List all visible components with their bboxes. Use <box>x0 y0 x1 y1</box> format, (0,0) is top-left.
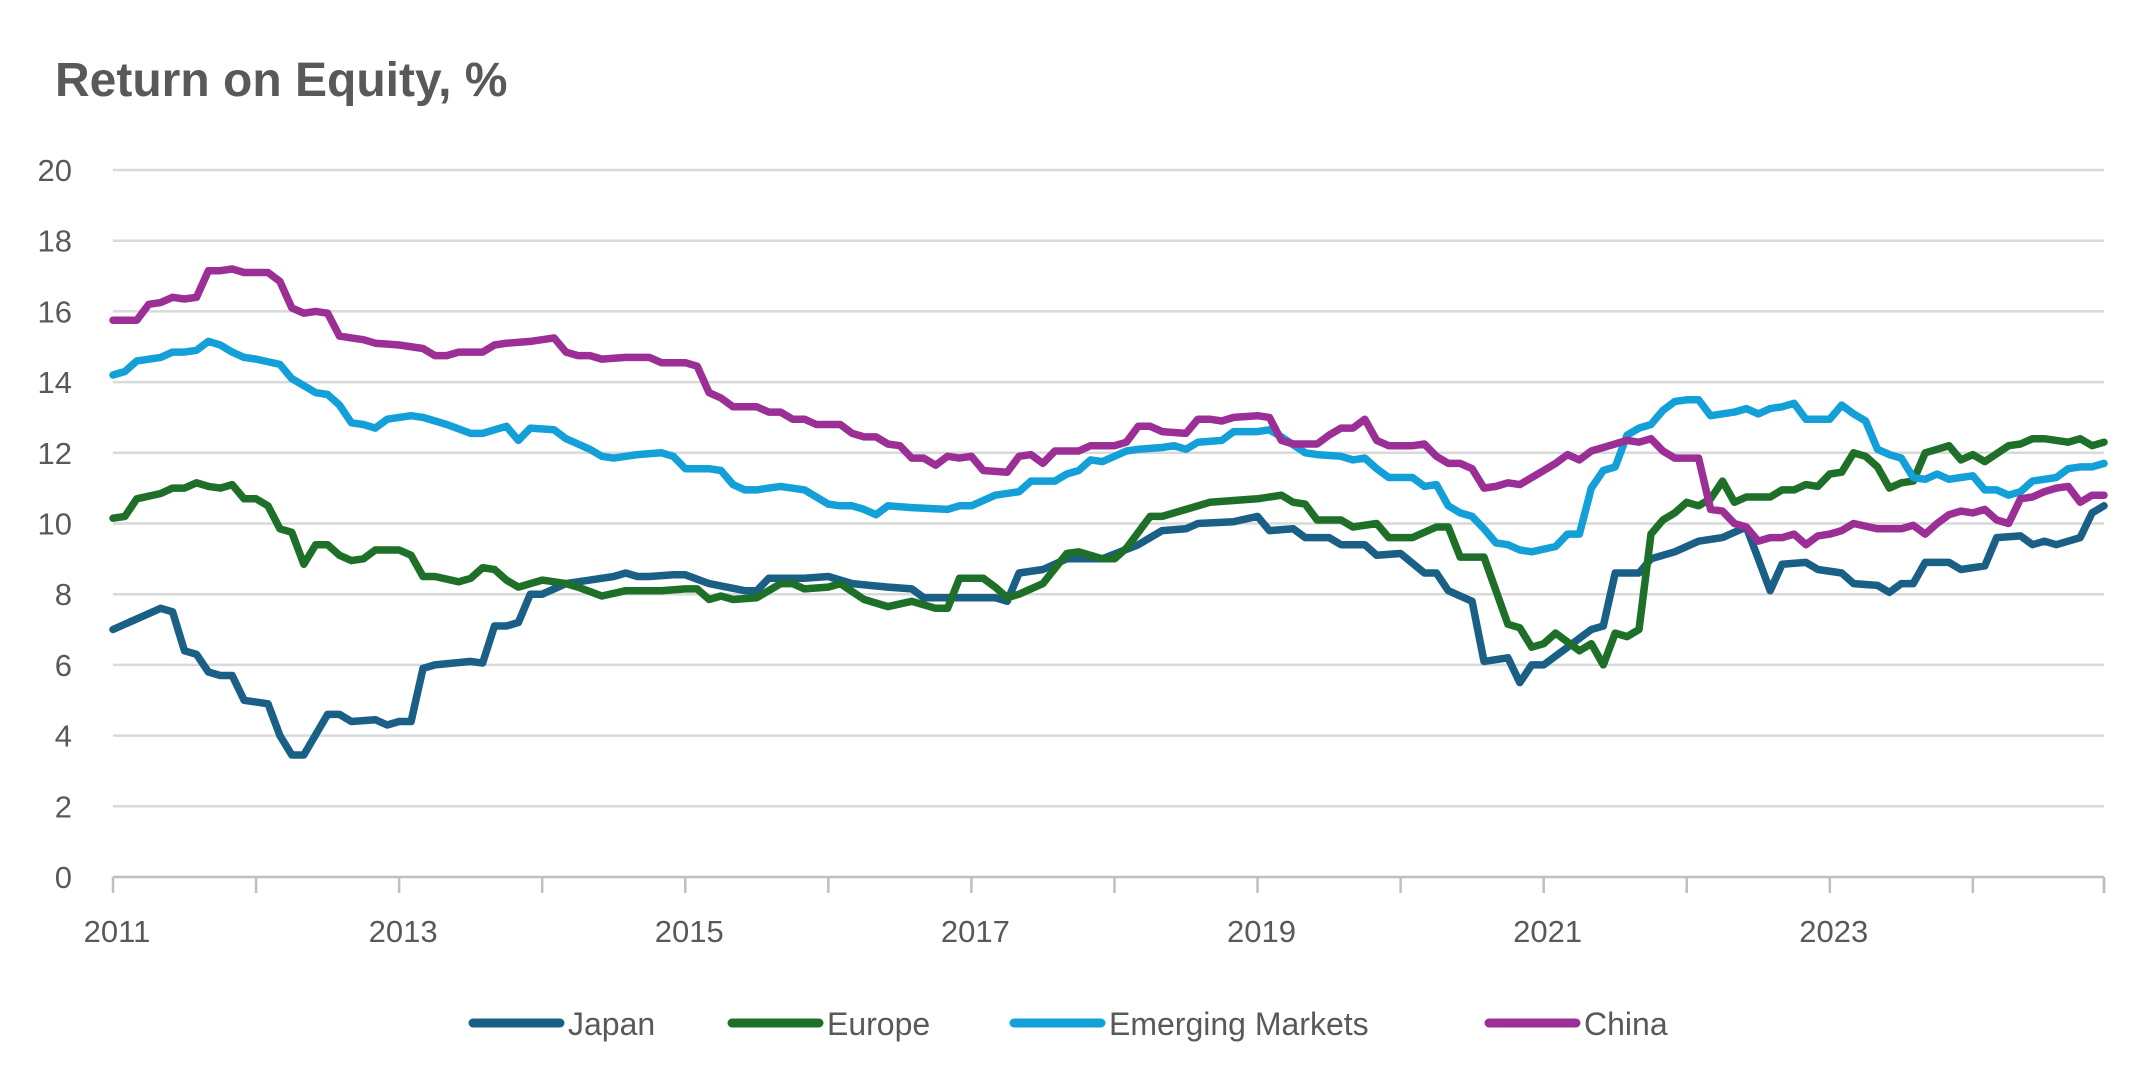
legend-label: Europe <box>827 1006 930 1042</box>
chart-title: Return on Equity, % <box>55 54 507 107</box>
series-line-china <box>109 265 2108 549</box>
legend-item-europe: Europe <box>727 1006 930 1042</box>
legend-item-china: China <box>1484 1006 1668 1042</box>
series-line-japan <box>109 502 2108 759</box>
y-tick-label: 18 <box>38 224 72 259</box>
x-tick-label: 2011 <box>84 914 151 949</box>
legend-item-emerging-markets: Emerging Markets <box>1009 1006 1369 1042</box>
x-tick-label: 2019 <box>1227 914 1296 949</box>
series-line-emerging-markets <box>109 337 2108 556</box>
x-tick-label: 2015 <box>655 914 724 949</box>
legend-label: Japan <box>568 1006 655 1042</box>
y-tick-label: 20 <box>38 153 72 188</box>
x-axis: 2011 2013 2015 2017 2019 2021 2023 <box>84 875 2106 949</box>
x-tick-label: 2017 <box>941 914 1010 949</box>
y-axis-tick-labels: 0 2 4 6 8 10 12 14 16 18 20 <box>38 153 72 895</box>
x-tick-label: 2013 <box>369 914 438 949</box>
y-tick-label: 6 <box>55 648 72 683</box>
y-tick-label: 0 <box>55 860 72 895</box>
legend-item-japan: Japan <box>468 1006 655 1042</box>
x-tick-label: 2021 <box>1513 914 1582 949</box>
legend: Japan Europe Emerging Markets China <box>468 1006 1668 1042</box>
series-lines <box>109 265 2108 759</box>
y-tick-label: 12 <box>38 436 72 471</box>
y-tick-label: 14 <box>38 365 72 400</box>
legend-label: China <box>1584 1006 1668 1042</box>
y-tick-label: 8 <box>55 577 72 612</box>
y-tick-label: 10 <box>38 507 72 542</box>
y-tick-label: 4 <box>55 719 72 754</box>
y-tick-label: 2 <box>55 789 72 824</box>
series-line-europe <box>109 434 2108 669</box>
y-tick-label: 16 <box>38 294 72 329</box>
x-tick-label: 2023 <box>1799 914 1868 949</box>
legend-label: Emerging Markets <box>1109 1006 1369 1042</box>
